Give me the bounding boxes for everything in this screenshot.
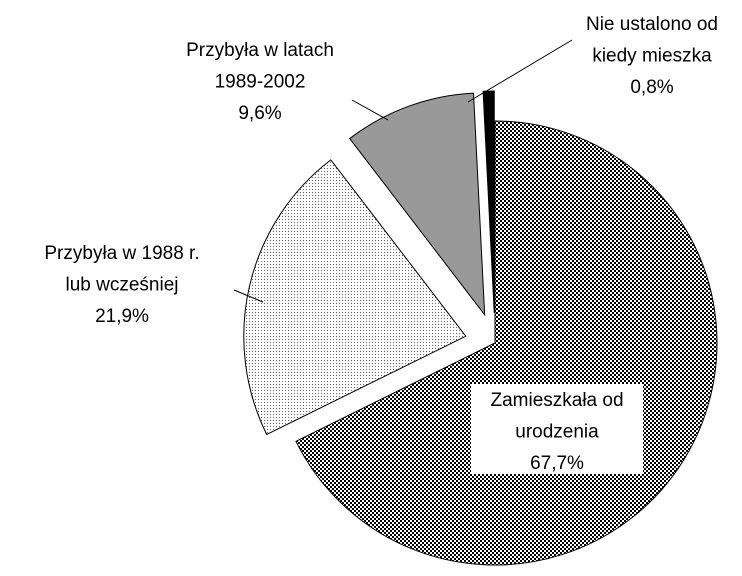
- slice-value-label: 21,9%: [95, 306, 149, 327]
- leader-line: [351, 99, 389, 121]
- slice-label: Zamieszkała od urodzenia: [490, 390, 623, 443]
- slice-value-label: 9,6%: [238, 103, 281, 124]
- pie-slice: [482, 90, 495, 314]
- leader-line: [467, 39, 573, 103]
- leader-line: [233, 289, 264, 303]
- slice-value-label: 67,7%: [530, 453, 584, 474]
- slice-label: Przybyła w latach 1989-2002: [186, 40, 334, 93]
- slice-label: Nie ustalono od kiedy mieszka: [586, 14, 718, 67]
- label-background: [471, 384, 643, 474]
- slice-label: Przybyła w 1988 r. lub wcześniej: [44, 243, 199, 296]
- pie-slice: [348, 92, 486, 317]
- pie-slice: [243, 159, 467, 436]
- slice-value-label: 0,8%: [630, 77, 673, 98]
